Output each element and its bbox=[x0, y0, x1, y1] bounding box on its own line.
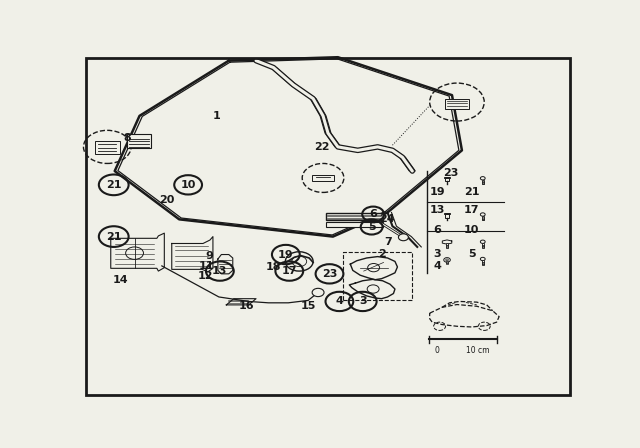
Bar bbox=[482, 260, 484, 265]
Bar bbox=[444, 213, 450, 214]
Bar bbox=[127, 134, 151, 148]
Polygon shape bbox=[218, 254, 233, 274]
Bar bbox=[445, 99, 469, 109]
Bar bbox=[482, 243, 484, 248]
Polygon shape bbox=[227, 299, 256, 305]
Text: 18: 18 bbox=[266, 262, 281, 272]
Text: 2: 2 bbox=[378, 249, 385, 259]
Text: 1: 1 bbox=[212, 111, 220, 121]
Text: 14: 14 bbox=[113, 275, 129, 285]
Text: 6: 6 bbox=[369, 209, 377, 219]
Text: 10: 10 bbox=[464, 225, 479, 235]
Text: 20: 20 bbox=[159, 195, 175, 205]
Bar bbox=[445, 177, 449, 181]
Bar bbox=[326, 213, 383, 220]
Text: 19: 19 bbox=[429, 187, 445, 197]
Text: 12: 12 bbox=[198, 271, 213, 281]
Text: 16: 16 bbox=[238, 301, 254, 311]
Text: 23: 23 bbox=[322, 269, 337, 279]
Text: 15: 15 bbox=[300, 301, 316, 310]
Text: 21: 21 bbox=[464, 187, 479, 197]
Circle shape bbox=[399, 234, 408, 241]
Bar bbox=[445, 243, 449, 248]
Text: 10: 10 bbox=[180, 180, 196, 190]
Bar bbox=[444, 177, 450, 178]
Text: 7: 7 bbox=[385, 237, 392, 247]
Text: 11: 11 bbox=[199, 261, 214, 271]
Text: 21: 21 bbox=[106, 180, 122, 190]
Text: 4: 4 bbox=[335, 297, 343, 306]
Bar bbox=[95, 141, 120, 155]
Text: 24: 24 bbox=[379, 214, 394, 224]
Text: 6: 6 bbox=[433, 225, 441, 235]
Text: 9: 9 bbox=[205, 250, 213, 261]
Text: 8: 8 bbox=[124, 133, 131, 143]
Text: 17: 17 bbox=[464, 205, 479, 215]
Text: 23: 23 bbox=[444, 168, 459, 178]
Text: 19: 19 bbox=[278, 250, 294, 259]
Bar bbox=[482, 180, 484, 184]
Text: 3: 3 bbox=[359, 297, 367, 306]
Text: 22: 22 bbox=[314, 142, 330, 152]
Text: 13: 13 bbox=[429, 205, 445, 215]
Bar bbox=[343, 252, 412, 301]
Text: 5: 5 bbox=[368, 222, 376, 232]
Text: 4: 4 bbox=[433, 261, 441, 271]
Polygon shape bbox=[111, 233, 164, 271]
Bar bbox=[445, 214, 449, 218]
Bar bbox=[482, 216, 484, 220]
Bar bbox=[446, 261, 448, 264]
Bar bbox=[326, 222, 383, 227]
Text: 13: 13 bbox=[212, 266, 228, 276]
Text: 0           10 cm: 0 10 cm bbox=[435, 345, 490, 355]
Polygon shape bbox=[349, 280, 395, 299]
Text: 17: 17 bbox=[282, 266, 297, 276]
Circle shape bbox=[312, 289, 324, 297]
Text: 5: 5 bbox=[468, 249, 476, 259]
Polygon shape bbox=[172, 237, 213, 272]
Polygon shape bbox=[350, 257, 397, 280]
Text: 3: 3 bbox=[433, 249, 441, 259]
Text: 21: 21 bbox=[106, 232, 122, 241]
Bar bbox=[312, 175, 334, 181]
